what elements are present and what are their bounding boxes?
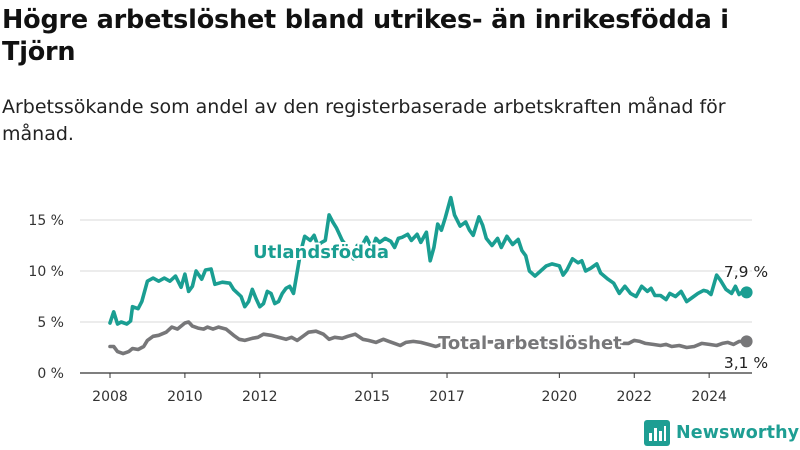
brand-name: Newsworthy (676, 423, 800, 443)
end-point-marker (740, 335, 753, 348)
x-tick-label: 2024 (691, 389, 727, 405)
brand-logo[interactable]: Newsworthy (644, 419, 799, 447)
end-value-total: 3,1 % (724, 354, 768, 372)
page-title: Högre arbetslöshet bland utrikes- än inr… (2, 5, 729, 67)
y-tick-label: 15 % (28, 213, 64, 229)
y-tick-label: 0 % (37, 366, 64, 382)
y-axis: 0 % 5 % 10 % 15 % (28, 213, 64, 382)
series-line-utlandsfodda (108, 195, 749, 326)
bar-chart-logo-icon (644, 420, 670, 446)
x-tick-label: 2012 (242, 389, 278, 405)
end-value-utlandsfodda: 7,9 % (724, 263, 768, 281)
x-tick-label: 2008 (92, 389, 128, 405)
series-labels: Utlandsfödda Total arbetslöshet 7,9 % 3,1 % (251, 240, 770, 374)
x-tick-label: 2017 (429, 389, 465, 405)
x-tick-label: 2010 (167, 389, 203, 405)
series-lines (108, 195, 753, 356)
x-tick-label: 2015 (354, 389, 390, 405)
series-label-total: Total arbetslöshet (438, 333, 622, 354)
series-label-utlandsfodda: Utlandsfödda (253, 242, 389, 263)
y-tick-label: 10 % (28, 264, 64, 280)
page-subtitle: Arbetssökande som andel av den registerb… (2, 96, 726, 145)
end-point-marker (740, 286, 753, 299)
x-tick-label: 2020 (542, 389, 578, 405)
grid-lines (80, 219, 752, 323)
x-tick-label: 2022 (616, 389, 652, 405)
y-tick-label: 5 % (37, 315, 64, 331)
series-line-total (108, 320, 749, 356)
x-axis: 2008 2010 2012 2015 2017 2020 2022 2024 (80, 372, 752, 405)
